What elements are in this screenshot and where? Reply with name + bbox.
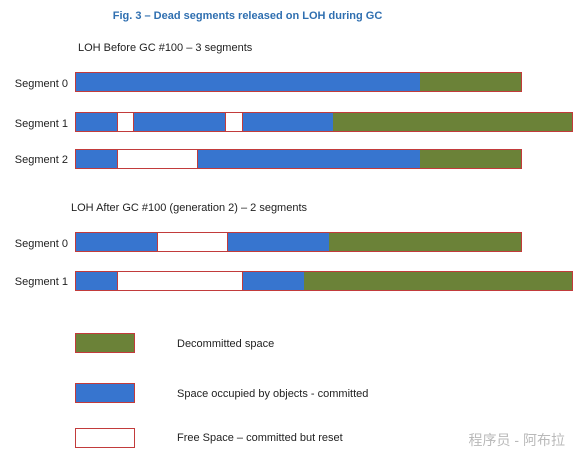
before-segment-2-label: Segment 2 [14,154,68,166]
free-block [117,149,198,169]
occupied-block [134,112,225,132]
before-segment-0-bar [75,72,522,92]
before-segment-1-bar [75,112,573,132]
decommitted-block [420,72,522,92]
legend-free-label: Free Space – committed but reset [177,432,343,444]
decommitted-block [333,112,573,132]
occupied-block [228,232,329,252]
legend-free-swatch [75,428,135,448]
occupied-block [75,112,117,132]
legend-decommitted-swatch [75,333,135,353]
occupied-block [243,271,304,291]
legend-occupied-swatch [75,383,135,403]
free-block [225,112,243,132]
after-segment-1-bar [75,271,573,291]
free-block [117,271,243,291]
before-segment-1-label: Segment 1 [14,118,68,130]
before-segment-0-label: Segment 0 [14,78,68,90]
after-segment-1-label: Segment 1 [14,276,68,288]
decommitted-block [420,149,522,169]
occupied-block [75,271,117,291]
occupied-block [75,72,420,92]
free-block [157,232,228,252]
legend-occupied-label: Space occupied by objects - committed [177,388,369,400]
occupied-block [243,112,333,132]
figure-title: Fig. 3 – Dead segments released on LOH d… [112,10,383,22]
after-segment-0-bar [75,232,522,252]
free-block [117,112,134,132]
before-caption: LOH Before GC #100 – 3 segments [78,42,253,54]
legend-decommitted-label: Decommitted space [177,338,275,350]
occupied-block [198,149,420,169]
decommitted-block [304,271,573,291]
after-segment-0-label: Segment 0 [14,238,68,250]
occupied-block [75,232,157,252]
after-caption: LOH After GC #100 (generation 2) – 2 seg… [71,202,308,214]
decommitted-block [329,232,522,252]
occupied-block [75,149,117,169]
before-segment-2-bar [75,149,522,169]
watermark: 程序员 - 阿布拉 [468,432,565,448]
